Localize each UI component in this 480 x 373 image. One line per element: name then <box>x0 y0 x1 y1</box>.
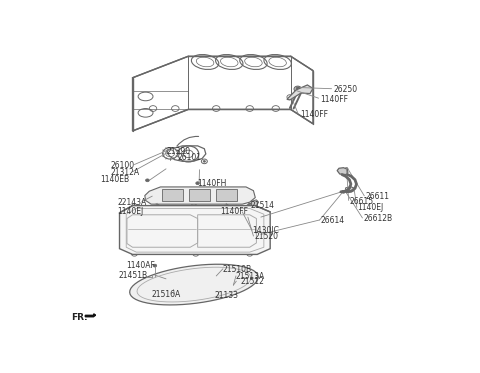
Text: 21510B: 21510B <box>223 265 252 274</box>
Circle shape <box>237 280 240 283</box>
Text: 21451B: 21451B <box>119 271 147 280</box>
Text: 21520: 21520 <box>254 232 278 241</box>
Circle shape <box>345 168 348 170</box>
Circle shape <box>296 87 300 90</box>
Text: 21312A: 21312A <box>110 168 139 177</box>
Text: 26100: 26100 <box>110 161 134 170</box>
Polygon shape <box>162 189 183 201</box>
Text: 1140FF: 1140FF <box>220 207 248 216</box>
Circle shape <box>145 179 149 182</box>
Text: 21516A: 21516A <box>151 290 180 299</box>
Polygon shape <box>85 314 96 317</box>
Text: 26614: 26614 <box>321 216 345 225</box>
Text: 26615: 26615 <box>349 197 373 206</box>
Text: 1140EB: 1140EB <box>100 175 129 184</box>
Circle shape <box>171 288 175 291</box>
Polygon shape <box>252 200 259 206</box>
Text: 21133: 21133 <box>215 291 239 300</box>
Text: 1140AF: 1140AF <box>126 261 155 270</box>
Polygon shape <box>130 264 258 305</box>
Circle shape <box>350 187 353 189</box>
Text: 1430JC: 1430JC <box>252 226 279 235</box>
Circle shape <box>225 202 228 205</box>
Text: 21512: 21512 <box>240 277 264 286</box>
Text: 26101: 26101 <box>178 153 202 162</box>
Circle shape <box>156 202 159 205</box>
Polygon shape <box>216 189 237 201</box>
Text: 26611: 26611 <box>365 192 389 201</box>
Text: FR.: FR. <box>71 313 88 322</box>
Text: 26250: 26250 <box>334 85 358 94</box>
Circle shape <box>294 86 301 92</box>
Circle shape <box>248 203 252 207</box>
Circle shape <box>342 190 345 193</box>
Polygon shape <box>120 206 270 254</box>
Text: 1140FF: 1140FF <box>300 110 328 119</box>
Text: 1140FF: 1140FF <box>321 95 348 104</box>
Text: 21514: 21514 <box>251 201 275 210</box>
Circle shape <box>203 160 205 162</box>
Polygon shape <box>190 189 210 201</box>
Polygon shape <box>287 85 313 100</box>
Circle shape <box>149 282 153 285</box>
Polygon shape <box>337 168 348 175</box>
Text: 1140FH: 1140FH <box>197 179 226 188</box>
Text: 22143A: 22143A <box>118 198 147 207</box>
Text: 21513A: 21513A <box>236 272 265 281</box>
Polygon shape <box>145 187 255 204</box>
Text: 21390: 21390 <box>166 147 190 156</box>
Text: 1140EJ: 1140EJ <box>118 207 144 216</box>
Circle shape <box>196 182 200 185</box>
Text: 26612B: 26612B <box>363 214 392 223</box>
Polygon shape <box>345 186 354 192</box>
Circle shape <box>217 290 221 293</box>
Text: 1140EJ: 1140EJ <box>358 203 384 212</box>
Circle shape <box>153 264 157 267</box>
